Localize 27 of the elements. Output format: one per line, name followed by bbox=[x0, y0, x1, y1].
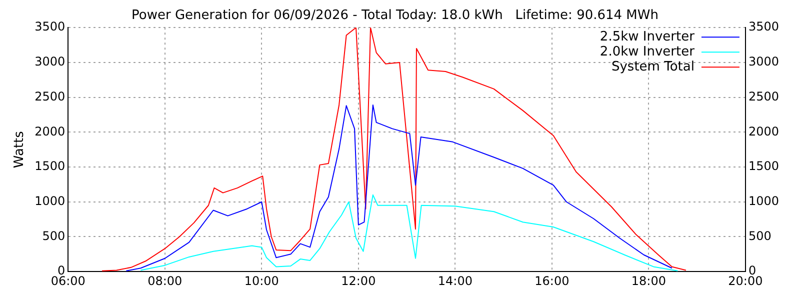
x-tick-label: 06:00 bbox=[50, 274, 86, 288]
x-tick-label: 14:00 bbox=[438, 274, 472, 288]
y2-tick-label: 3000 bbox=[748, 54, 780, 69]
x-tick-label: 08:00 bbox=[148, 274, 182, 288]
y-tick-label: 2500 bbox=[34, 89, 66, 104]
y-axis-title: Watts bbox=[12, 130, 28, 168]
legend-label: System Total bbox=[611, 59, 694, 74]
y2-tick-label: 2500 bbox=[748, 89, 780, 104]
x-tick-label: 18:00 bbox=[631, 274, 666, 288]
y2-tick-label: 3500 bbox=[748, 20, 780, 34]
y2-tick-label: 2000 bbox=[748, 124, 780, 138]
x-tick-label: 12:00 bbox=[341, 274, 376, 288]
y-tick-label: 3500 bbox=[34, 20, 66, 34]
y-tick-label: 1000 bbox=[34, 194, 66, 208]
y-tick-label: 3000 bbox=[34, 54, 66, 69]
x-tick-label: 10:00 bbox=[244, 274, 279, 288]
y2-tick-label: 500 bbox=[748, 228, 772, 243]
y-tick-label: 1500 bbox=[34, 159, 66, 174]
y2-tick-label: 1500 bbox=[748, 159, 780, 174]
legend-label: 2.0kw Inverter bbox=[600, 44, 696, 60]
y-tick-label: 500 bbox=[42, 228, 66, 243]
x-tick-label: 20:00 bbox=[728, 274, 763, 288]
legend-label: 2.5kw Inverter bbox=[600, 29, 696, 44]
x-tick-label: 16:00 bbox=[534, 274, 570, 288]
y2-tick-label: 1000 bbox=[748, 194, 780, 208]
y-tick-label: 2000 bbox=[34, 124, 66, 138]
chart-title: Power Generation for 06/09/2026 - Total Today: 18.0 kWh Lifetime: 90.614 MWh bbox=[132, 8, 658, 24]
